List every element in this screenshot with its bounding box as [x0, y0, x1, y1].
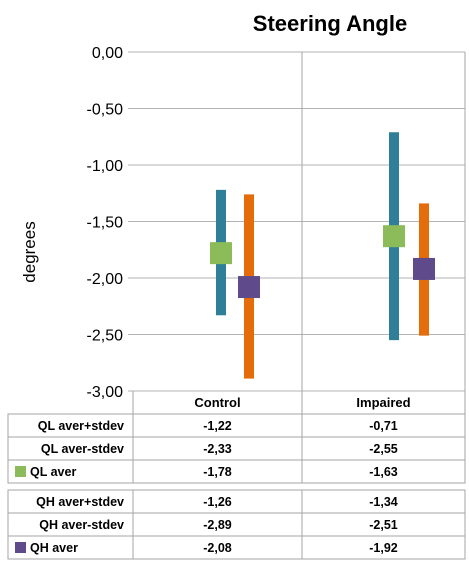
y-tick-label: -2,50 — [87, 328, 124, 345]
series-label: QL aver+stdev — [38, 419, 124, 433]
data-table: Control Impaired QL aver+stdev -1,22 -0,71 QL… — [7, 52, 466, 560]
data-cell: -2,33 — [203, 442, 232, 456]
y-tick-label: -0,50 — [87, 102, 124, 119]
data-cell: -1,92 — [369, 541, 398, 555]
series-label: QH aver — [30, 541, 78, 555]
data-cell: -1,34 — [369, 495, 398, 509]
y-tick-label: -3,00 — [87, 384, 124, 401]
y-tick-label: -2,00 — [87, 271, 124, 288]
y-axis-label: degrees — [20, 221, 39, 282]
data-cell: -2,08 — [203, 541, 232, 555]
data-cell: -2,55 — [369, 442, 398, 456]
category-label: Impaired — [356, 395, 410, 410]
data-cell: -2,51 — [369, 518, 398, 532]
ql-average-marker — [210, 242, 232, 265]
table-group-border — [7, 489, 466, 560]
series-label: QH aver-stdev — [39, 518, 124, 532]
chart-title: Steering Angle — [253, 11, 407, 36]
ql-average-marker — [383, 225, 405, 248]
y-tick-labels: 0,00 -0,50 -1,00 -1,50 -2,00 -2,50 -3,00 — [87, 45, 124, 401]
qh-average-marker — [413, 257, 435, 280]
legend-swatch — [15, 466, 26, 477]
y-tick-label: 0,00 — [92, 45, 123, 62]
category-label: Control — [194, 395, 240, 410]
chart-marks — [210, 132, 435, 379]
qh-average-marker — [238, 276, 260, 299]
data-cell: -1,22 — [203, 419, 232, 433]
data-cell: -1,26 — [203, 495, 232, 509]
y-tick-label: -1,50 — [87, 215, 124, 232]
data-cell: -1,78 — [203, 465, 232, 479]
legend-swatch — [15, 542, 26, 553]
y-tick-label: -1,00 — [87, 158, 124, 175]
series-label: QH aver+stdev — [36, 495, 124, 509]
series-label: QL aver — [30, 465, 76, 479]
data-cell: -1,63 — [369, 465, 398, 479]
series-label: QL aver-stdev — [41, 442, 124, 456]
table-group-border — [7, 413, 466, 484]
data-cell: -2,89 — [203, 518, 232, 532]
gridlines — [128, 51, 465, 392]
data-cell: -0,71 — [369, 419, 398, 433]
